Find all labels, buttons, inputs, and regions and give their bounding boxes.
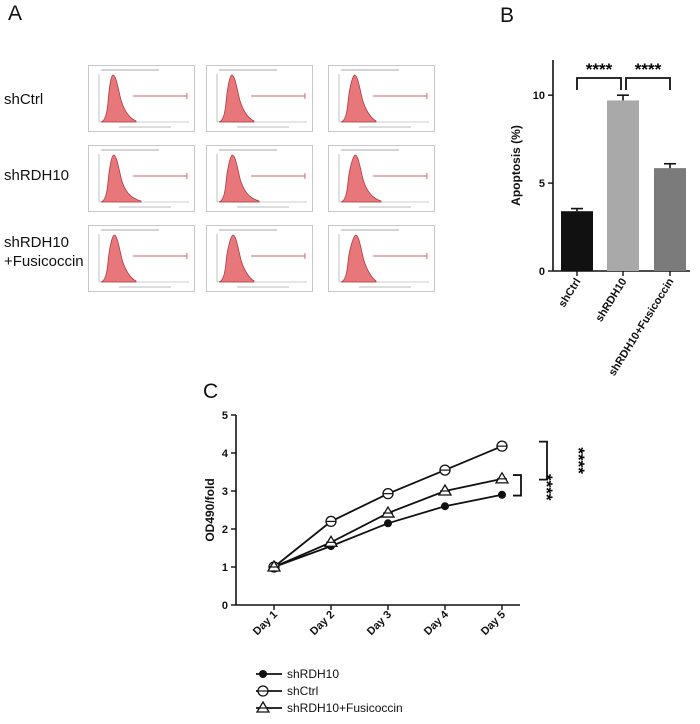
significance-stars: **** <box>586 60 613 79</box>
histogram-peak <box>218 234 255 283</box>
legend-marker-open-triangle <box>255 700 271 713</box>
histogram-peak <box>218 74 255 123</box>
significance-bracket <box>625 77 671 90</box>
flow-histogram-plot <box>338 229 429 288</box>
data-point-open-triangle <box>437 483 453 496</box>
flow-histogram-plot <box>216 149 307 208</box>
line-y-tick-label: 0 <box>222 600 228 612</box>
flow-histogram-plot <box>216 69 307 128</box>
data-point-filled-circle <box>384 519 392 528</box>
line-y-tick-label: 2 <box>222 524 228 536</box>
line-y-tick-label: 5 <box>222 410 228 422</box>
flow-histogram-plot <box>98 149 189 208</box>
flow-histogram-plot <box>216 229 307 288</box>
flow-histogram-plot <box>338 69 429 128</box>
row-label-text-2: +Fusicoccin <box>4 253 84 270</box>
flow-histogram-plot <box>338 149 429 208</box>
row-label-shrdh10-fusicoccin: shRDH10 +Fusicoccin <box>4 233 84 271</box>
bar-2 <box>654 168 686 271</box>
line-y-tick-label: 4 <box>222 448 229 460</box>
histogram-peak <box>218 154 260 203</box>
legend-label: shRDH10 <box>287 667 339 681</box>
panel-a-letter: A <box>8 2 23 25</box>
data-point-filled-circle <box>441 502 449 511</box>
significance-bracket <box>576 77 622 90</box>
line-y-axis-title: OD490/fold <box>203 478 217 541</box>
line-y-tick-label: 1 <box>222 562 228 574</box>
legend-label: shCtrl <box>287 684 318 698</box>
legend-label: shRDH10+Fusicoccin <box>287 701 403 715</box>
significance-stars: **** <box>635 60 662 79</box>
flow-histogram-panel <box>88 145 195 212</box>
row-label-text: shCtrl <box>4 91 44 108</box>
flow-histogram-panel <box>328 145 435 212</box>
data-point-open-triangle <box>323 535 339 547</box>
bar-1 <box>607 100 639 271</box>
line-significance-bracket <box>513 474 522 497</box>
bar-y-axis-title: Apoptosis (%) <box>509 125 523 206</box>
flow-histogram-plot <box>98 229 189 288</box>
row-label-shrdh10: shRDH10 <box>4 166 69 185</box>
line-y-tick-label: 3 <box>222 486 228 498</box>
flow-histogram-panel <box>206 225 313 292</box>
histogram-peak <box>100 74 137 123</box>
flow-histogram-panel <box>88 225 195 292</box>
data-point-filled-circle <box>498 490 506 499</box>
data-point-open-triangle <box>380 505 396 518</box>
histogram-peak <box>340 234 377 283</box>
bar-y-tick-label: 5 <box>539 178 545 190</box>
flow-histogram-panel <box>328 65 435 132</box>
row-label-text: shRDH10 <box>4 167 70 184</box>
flow-histogram-panel <box>88 65 195 132</box>
flow-histogram-panel <box>206 145 313 212</box>
bar-y-tick-label: 10 <box>533 90 545 102</box>
row-label-text: shRDH10 <box>4 234 70 251</box>
panel-b-letter: B <box>500 4 515 27</box>
legend-marker-filled-circle <box>259 670 267 678</box>
line-significance-stars: **** <box>569 447 588 474</box>
flow-histogram-panel <box>206 65 313 132</box>
flow-histogram-panel <box>328 225 435 292</box>
histogram-peak <box>340 74 377 123</box>
histogram-peak <box>340 154 382 203</box>
bar-0 <box>561 211 593 271</box>
row-label-shctrl: shCtrl <box>4 90 43 109</box>
histogram-peak <box>100 234 137 283</box>
line-significance-stars: **** <box>537 474 556 501</box>
data-point-open-triangle <box>494 471 510 484</box>
data-point-open-triangle <box>266 559 282 572</box>
flow-histogram-plot <box>98 69 189 128</box>
panel-c-letter: C <box>203 380 219 403</box>
bar-y-tick-label: 0 <box>539 266 545 278</box>
line-significance-bracket <box>539 440 548 481</box>
histogram-peak <box>100 154 142 203</box>
